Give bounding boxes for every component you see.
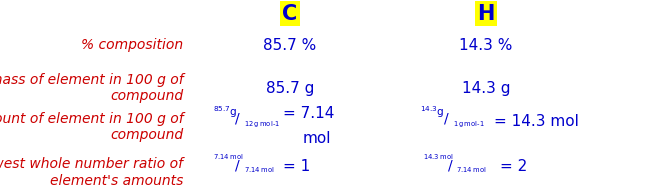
Text: /: / (448, 159, 452, 172)
Text: lowest whole number ratio of
element's amounts: lowest whole number ratio of element's a… (0, 157, 183, 188)
Text: = 7.14: = 7.14 (283, 106, 334, 121)
Text: $\mathregular{_{7.14\,mol}}$: $\mathregular{_{7.14\,mol}}$ (244, 165, 274, 175)
Text: $\mathregular{_{12\,g\,mol\text{-}1}}$: $\mathregular{_{12\,g\,mol\text{-}1}}$ (244, 120, 280, 130)
Text: /: / (444, 112, 449, 125)
Text: 85.7 %: 85.7 % (263, 38, 316, 53)
Text: 14.3 %: 14.3 % (460, 38, 513, 53)
Text: /: / (235, 112, 240, 125)
Text: mass of element in 100 g of
compound: mass of element in 100 g of compound (0, 73, 183, 103)
Text: % composition: % composition (81, 38, 183, 52)
Text: = 1: = 1 (283, 159, 310, 174)
Text: $\mathregular{^{7.14\,mol}}$: $\mathregular{^{7.14\,mol}}$ (213, 154, 244, 164)
Text: $\mathregular{^{14.3}}$g: $\mathregular{^{14.3}}$g (420, 104, 444, 120)
Text: amount of element in 100 g of
compound: amount of element in 100 g of compound (0, 112, 183, 142)
Text: 85.7 g: 85.7 g (266, 81, 314, 96)
Text: $\mathregular{_{7.14\,mol}}$: $\mathregular{_{7.14\,mol}}$ (456, 165, 487, 175)
Text: /: / (235, 159, 240, 172)
Text: H: H (478, 4, 495, 24)
Text: $\mathregular{^{14.3\,mol}}$: $\mathregular{^{14.3\,mol}}$ (423, 154, 454, 164)
Text: $\mathregular{_{1\,g\,mol\text{-}1}}$: $\mathregular{_{1\,g\,mol\text{-}1}}$ (453, 120, 485, 130)
Text: = 14.3 mol: = 14.3 mol (494, 114, 579, 129)
Text: C: C (282, 4, 297, 24)
Text: $\mathregular{^{85.7}}$g: $\mathregular{^{85.7}}$g (213, 104, 237, 120)
Text: mol: mol (303, 131, 332, 146)
Text: = 2: = 2 (500, 159, 527, 174)
Text: 14.3 g: 14.3 g (462, 81, 510, 96)
